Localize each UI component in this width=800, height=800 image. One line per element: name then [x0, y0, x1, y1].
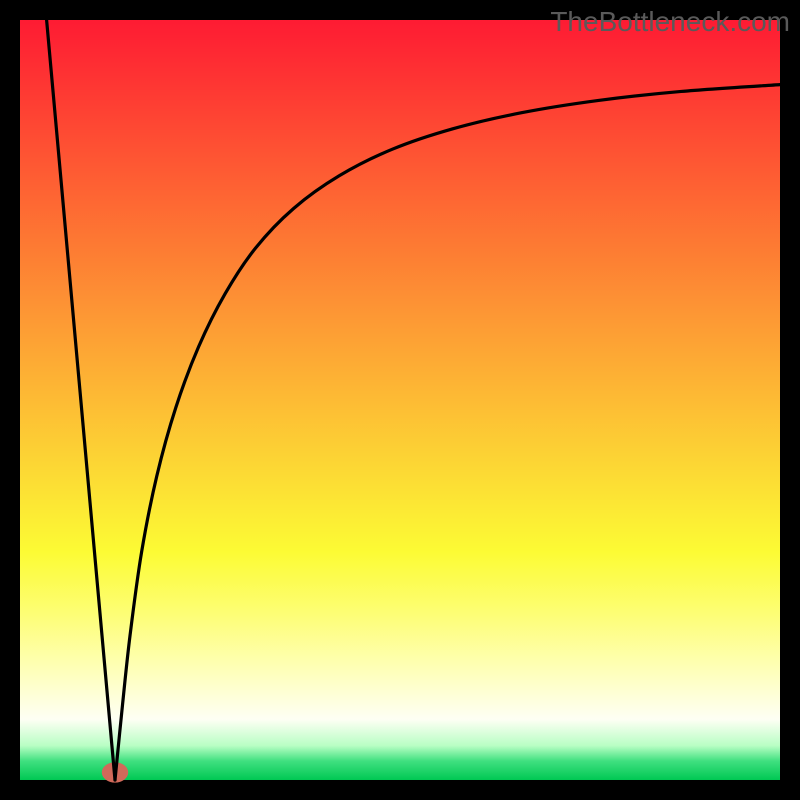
chart-container: TheBottleneck.com [0, 0, 800, 800]
watermark-text: TheBottleneck.com [550, 6, 790, 38]
plot-area [20, 20, 780, 780]
chart-svg [0, 0, 800, 800]
